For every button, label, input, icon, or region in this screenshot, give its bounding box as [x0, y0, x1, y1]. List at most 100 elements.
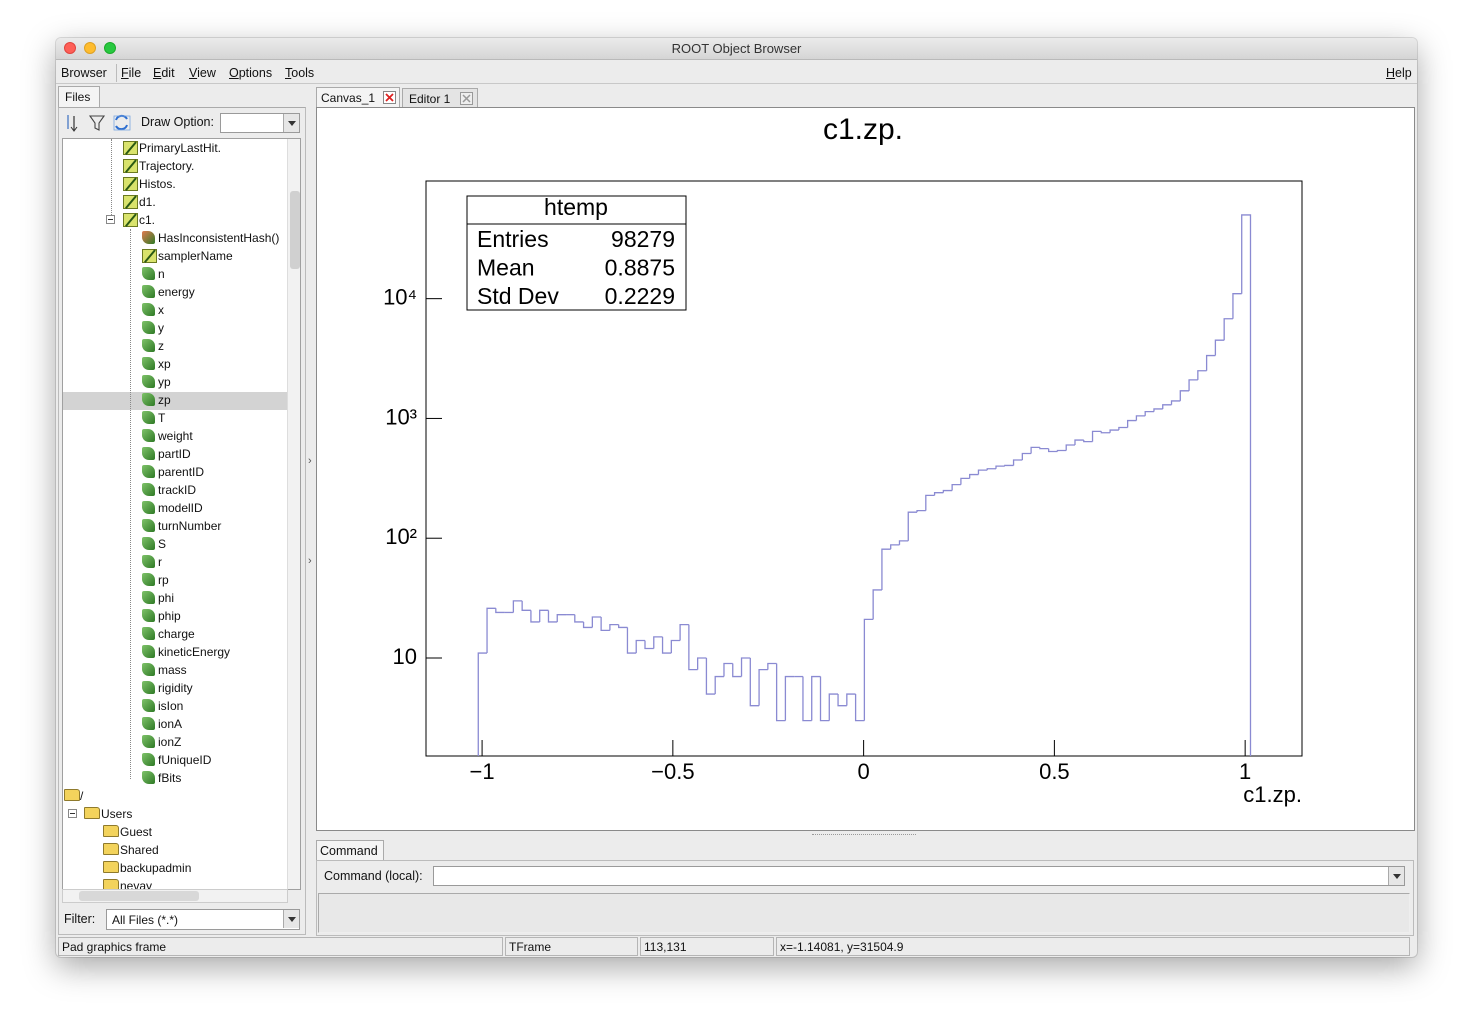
tree-item[interactable]: d1.	[139, 195, 156, 209]
tree-icon	[142, 267, 155, 280]
zoom-button[interactable]	[104, 42, 116, 54]
tree-item[interactable]: r	[158, 555, 162, 569]
histogram-bin	[477, 652, 488, 756]
menu-item[interactable]: Browser	[61, 66, 107, 80]
tree-item[interactable]: Trajectory.	[139, 159, 195, 173]
tree-item[interactable]: T	[158, 411, 166, 425]
histogram-bin	[1126, 419, 1137, 428]
tree-item[interactable]: x	[158, 303, 164, 317]
histogram-bin	[749, 658, 760, 707]
editor-tab[interactable]: Editor 1	[402, 88, 478, 108]
tree-item[interactable]: energy	[158, 285, 195, 299]
menu-item[interactable]: File	[121, 66, 142, 80]
tree-item[interactable]: ionZ	[158, 735, 182, 749]
tree-icon	[123, 141, 138, 155]
tree-item[interactable]: yp	[158, 375, 171, 389]
tree-item[interactable]: kineticEnergy	[158, 645, 231, 659]
draw-option-combo[interactable]	[220, 113, 300, 133]
tree-item[interactable]: charge	[158, 627, 195, 641]
tree-item[interactable]: phip	[158, 609, 181, 623]
tree-item[interactable]: Guest	[120, 825, 153, 839]
tree-item[interactable]: weight	[158, 429, 193, 443]
tree-item[interactable]: z	[158, 339, 164, 353]
histogram-bin	[679, 623, 689, 641]
histogram-bin	[1144, 410, 1154, 416]
menu-item[interactable]: Tools	[285, 66, 315, 80]
tree-item[interactable]: samplerName	[158, 249, 233, 263]
tree-item[interactable]: rigidity	[158, 681, 193, 695]
horizontal-scrollbar[interactable]	[62, 889, 288, 903]
tree-item[interactable]: S	[158, 537, 167, 551]
tree-item[interactable]: partID	[158, 447, 191, 461]
tree-item[interactable]: Histos.	[139, 177, 176, 191]
command-tab[interactable]: Command	[316, 840, 384, 861]
collapse-box[interactable]	[68, 809, 77, 818]
tree-item[interactable]: mass	[158, 663, 187, 677]
tree-item[interactable]: turnNumber	[158, 519, 222, 533]
tab-label: Command	[320, 844, 378, 858]
tab-close[interactable]	[383, 91, 396, 104]
tree-item[interactable]: c1.	[139, 213, 156, 227]
tree-item[interactable]: fUniqueID	[158, 753, 212, 767]
tree-item[interactable]: Shared	[120, 843, 159, 857]
tree-item[interactable]: rp	[158, 573, 169, 587]
tree-item[interactable]: n	[158, 267, 165, 281]
histogram-bin	[1179, 390, 1190, 401]
menu-item[interactable]: Help	[1386, 66, 1412, 80]
refresh-button[interactable]	[113, 114, 131, 131]
tab-close[interactable]	[460, 92, 473, 105]
tree-item[interactable]: /	[80, 789, 84, 803]
command-panel	[316, 860, 1414, 936]
tree-icon	[142, 447, 155, 460]
collapse-box[interactable]	[106, 215, 115, 224]
command-input[interactable]	[433, 866, 1405, 886]
canvas-tab[interactable]: Canvas_1	[316, 87, 400, 108]
close-button[interactable]	[64, 42, 76, 54]
tree-item[interactable]: nevay	[120, 879, 153, 890]
tree-item[interactable]: HasInconsistentHash()	[158, 231, 280, 245]
tree-item[interactable]: Users	[101, 807, 133, 821]
stats-box	[466, 195, 687, 311]
histogram-bin	[1241, 214, 1252, 756]
chart-title: c1.zp.	[823, 113, 903, 146]
vertical-scrollbar[interactable]	[287, 139, 300, 889]
stats-label: Std Dev	[477, 283, 559, 309]
minimize-button[interactable]	[84, 42, 96, 54]
tree-item[interactable]: modelID	[158, 501, 203, 515]
tree-item[interactable]: ionA	[158, 717, 183, 731]
menu-item[interactable]: Edit	[153, 66, 175, 80]
tree-item[interactable]: parentID	[158, 465, 205, 479]
tree-item[interactable]: backupadmin	[120, 861, 192, 875]
histogram-bin	[1056, 449, 1067, 452]
tree-item[interactable]: trackID	[158, 483, 197, 497]
tree-item[interactable]: phi	[158, 591, 175, 605]
filter-combo[interactable]: All Files (*.*)	[106, 909, 300, 930]
histogram-chart: c1.zp. c1.zp. 10 10² 10³ 10⁴ −1 −0.5 0 0.5 1 htem…	[383, 113, 1303, 807]
tree-item[interactable]: isIon	[158, 699, 184, 713]
tree-icon	[142, 609, 155, 622]
files-tab[interactable]: Files	[58, 86, 100, 108]
tree-icon	[142, 375, 155, 388]
horizontal-splitter[interactable]	[812, 834, 916, 835]
sort-button[interactable]	[67, 115, 78, 132]
tab-label: Canvas_1	[321, 91, 376, 105]
tree-icon	[142, 501, 155, 514]
histogram-bin	[1030, 446, 1040, 454]
splitter-arrow[interactable]: ›	[308, 555, 312, 567]
tree-item[interactable]: xp	[158, 357, 171, 371]
histogram-bin	[1205, 354, 1216, 371]
tree-item[interactable]: fBits	[158, 771, 182, 785]
tree-item[interactable]: zp	[158, 393, 171, 407]
menu-item[interactable]: Options	[229, 66, 273, 80]
histogram-bin	[521, 600, 531, 611]
tree-icon	[123, 213, 138, 227]
tree-icon	[123, 195, 138, 209]
splitter-arrow[interactable]: ›	[308, 455, 312, 467]
tree-item[interactable]: y	[158, 321, 164, 335]
histogram-bin	[1188, 379, 1198, 391]
tree-item[interactable]: PrimaryLastHit.	[139, 141, 222, 155]
menu-item[interactable]: View	[189, 66, 216, 80]
status-segment: TFrame	[505, 937, 638, 956]
tree-icon	[142, 249, 157, 263]
filter-button[interactable]	[88, 115, 106, 131]
